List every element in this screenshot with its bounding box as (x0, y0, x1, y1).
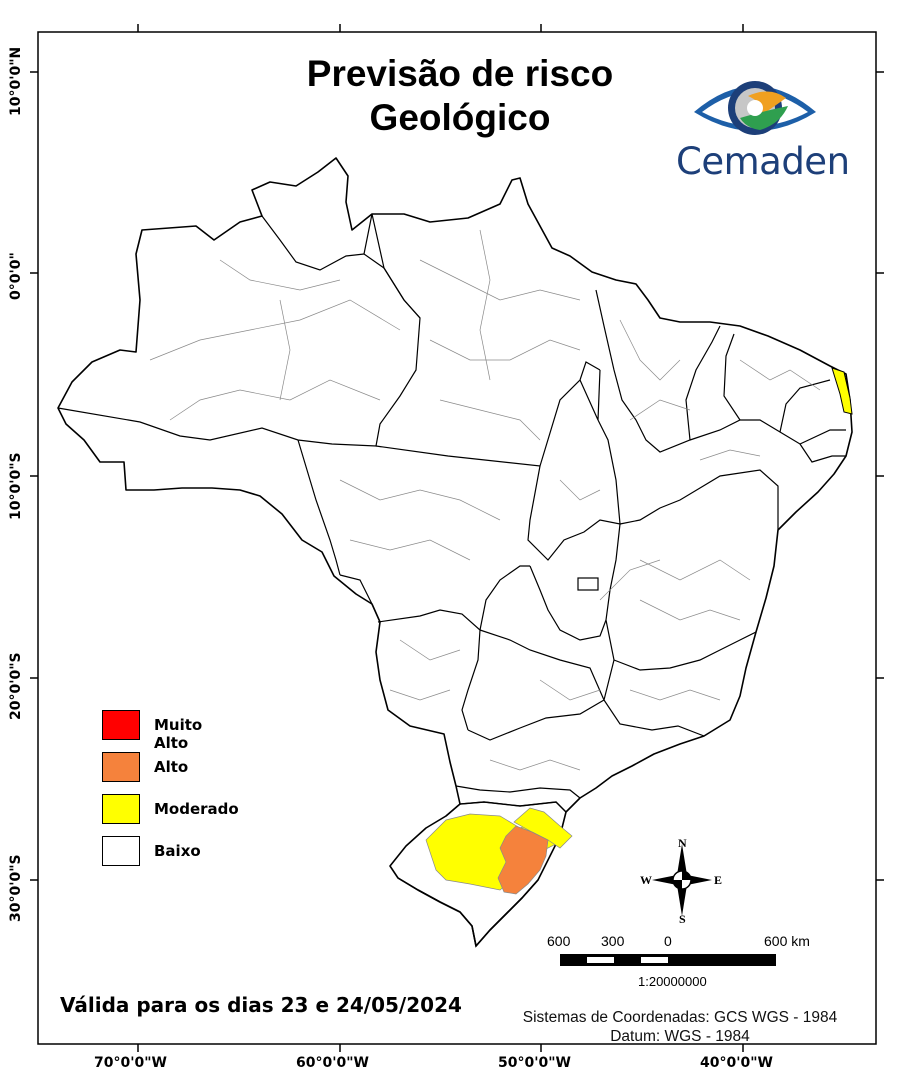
scale-label: 600 (547, 933, 571, 949)
axis-ticks (30, 24, 884, 1052)
regional-borders (149, 229, 821, 771)
x-tick-label: 60°0'0"W (296, 1055, 369, 1071)
legend-swatch-moderado (102, 794, 140, 824)
scale-ratio: 1:20000000 (638, 974, 707, 989)
scale-label: 600 km (764, 933, 810, 949)
validity-text: Válida para os dias 23 e 24/05/2024 (60, 993, 462, 1017)
federal-district (577, 577, 599, 591)
scale-label: 0 (664, 933, 672, 949)
logo-text: Cemaden (676, 140, 850, 183)
x-tick-label: 50°0'0"W (498, 1055, 571, 1071)
rs-coast (397, 877, 539, 948)
title-line-2: Geológico (369, 97, 551, 138)
y-tick-label: 20°0'0"S (8, 652, 24, 720)
x-tick-label: 70°0'0"W (94, 1055, 167, 1071)
compass-east-label: E (714, 873, 723, 887)
coordinate-system-line: Sistemas de Coordenadas: GCS WGS - 1984 (522, 1009, 838, 1026)
state-borders (57, 213, 846, 813)
map-title: Previsão de risco Geológico (230, 52, 690, 140)
compass-north-label: N (678, 836, 687, 850)
legend-label: Alto (154, 758, 189, 776)
moderado-area-rn (831, 367, 853, 415)
scale-bar (560, 954, 776, 966)
compass-west-label: W (640, 873, 652, 887)
x-tick-label: 40°0'0"W (700, 1055, 773, 1071)
y-tick-label: 0°0'0" (8, 252, 24, 300)
brazil-outline (57, 157, 853, 947)
y-tick-label: 30°0'0"S (8, 854, 24, 922)
compass-south-label: S (679, 912, 686, 926)
alto-area-rs (497, 825, 549, 895)
datum-line: Datum: WGS - 1984 (610, 1028, 750, 1045)
title-line-1: Previsão de risco (306, 53, 614, 94)
legend-swatch-alto (102, 752, 140, 782)
map-frame (37, 31, 877, 1045)
scale-label: 300 (601, 933, 625, 949)
legend-label: Baixo (154, 842, 201, 860)
legend-label: Muito Alto (154, 716, 203, 752)
y-tick-label: 10°0'0"S (8, 452, 24, 520)
compass-rose (652, 844, 712, 916)
legend-label: Moderado (154, 800, 239, 818)
y-tick-label: 10°0'0"N (8, 46, 24, 116)
coordinate-system-note: Sistemas de Coordenadas: GCS WGS - 1984 … (480, 1008, 880, 1046)
eye-icon (694, 81, 816, 135)
legend-swatch-muito-alto (102, 710, 140, 740)
legend-swatch-baixo (102, 836, 140, 866)
sc-border (445, 801, 567, 817)
